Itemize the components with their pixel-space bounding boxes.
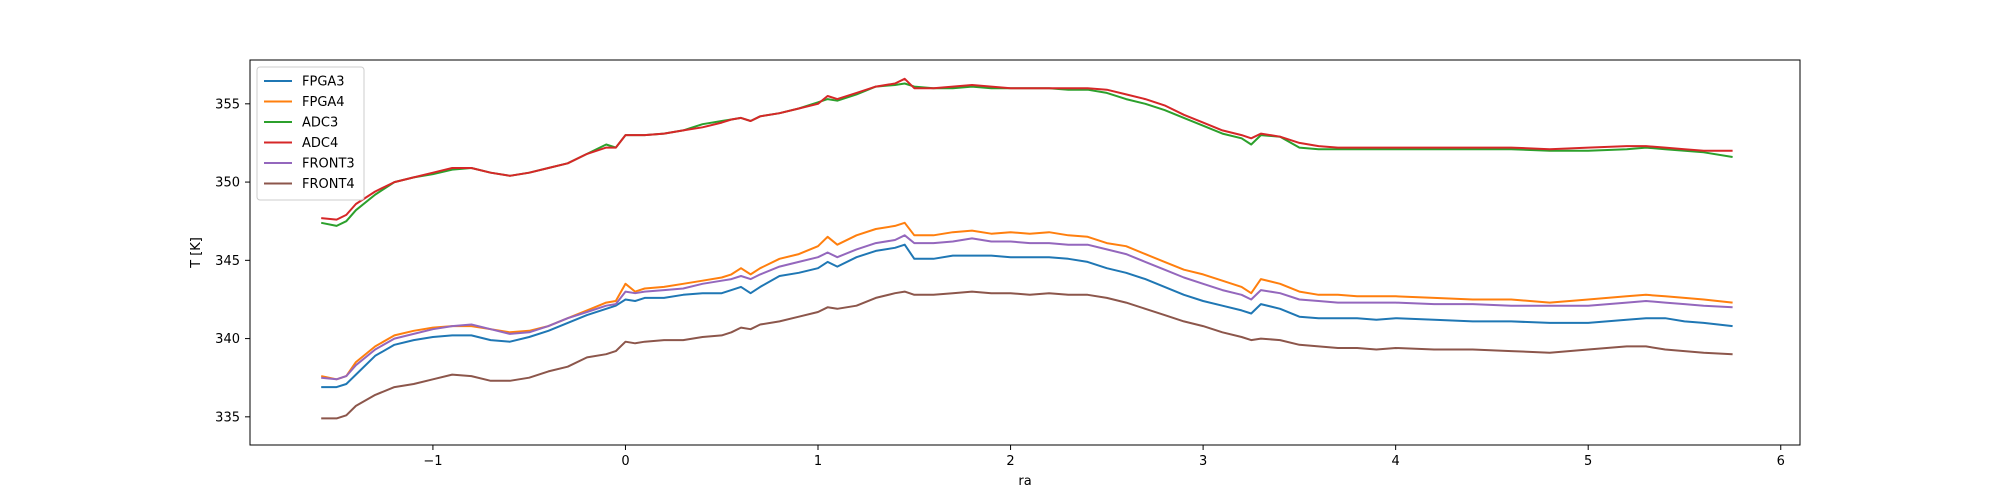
y-axis-ticks: 335 340 345 350 355: [215, 97, 250, 425]
legend-label-fpga4: FPGA4: [302, 95, 345, 110]
y-tick-label: 335: [215, 410, 240, 425]
y-tick-label: 350: [215, 176, 240, 191]
x-tick-label: 3: [1199, 454, 1207, 469]
legend-label-adc3: ADC3: [302, 116, 338, 131]
plot-area-frame: [249, 59, 1801, 446]
x-axis-label: ra: [1018, 474, 1031, 489]
series-line-adc4: [321, 77, 1733, 221]
series-lines: [320, 77, 1733, 420]
y-tick-label: 340: [215, 332, 240, 347]
series-line-front3: [321, 234, 1733, 381]
series-line-fpga3: [321, 243, 1733, 389]
x-tick-label: −1: [423, 454, 442, 469]
x-tick-label: 2: [1006, 454, 1014, 469]
series-line-front4: [321, 290, 1733, 420]
y-tick-label: 355: [215, 97, 240, 112]
legend-box: [256, 66, 365, 201]
x-tick-label: 1: [814, 454, 822, 469]
x-tick-label: 0: [621, 454, 629, 469]
legend-label-front4: FRONT4: [302, 177, 355, 192]
legend-label-adc4: ADC4: [302, 136, 338, 151]
x-tick-label: 6: [1777, 454, 1785, 469]
x-tick-label: 4: [1392, 454, 1400, 469]
legend-label-front3: FRONT3: [302, 157, 355, 172]
x-axis-ticks: −1 0 1 2 3 4 5 6: [423, 445, 1785, 469]
legend: FPGA3 FPGA4 ADC3 ADC4 FRONT3 FRONT4: [256, 66, 365, 201]
y-tick-label: 345: [215, 254, 240, 269]
legend-label-fpga3: FPGA3: [302, 75, 345, 90]
y-axis-label: T [K]: [189, 237, 204, 269]
x-tick-label: 5: [1584, 454, 1592, 469]
